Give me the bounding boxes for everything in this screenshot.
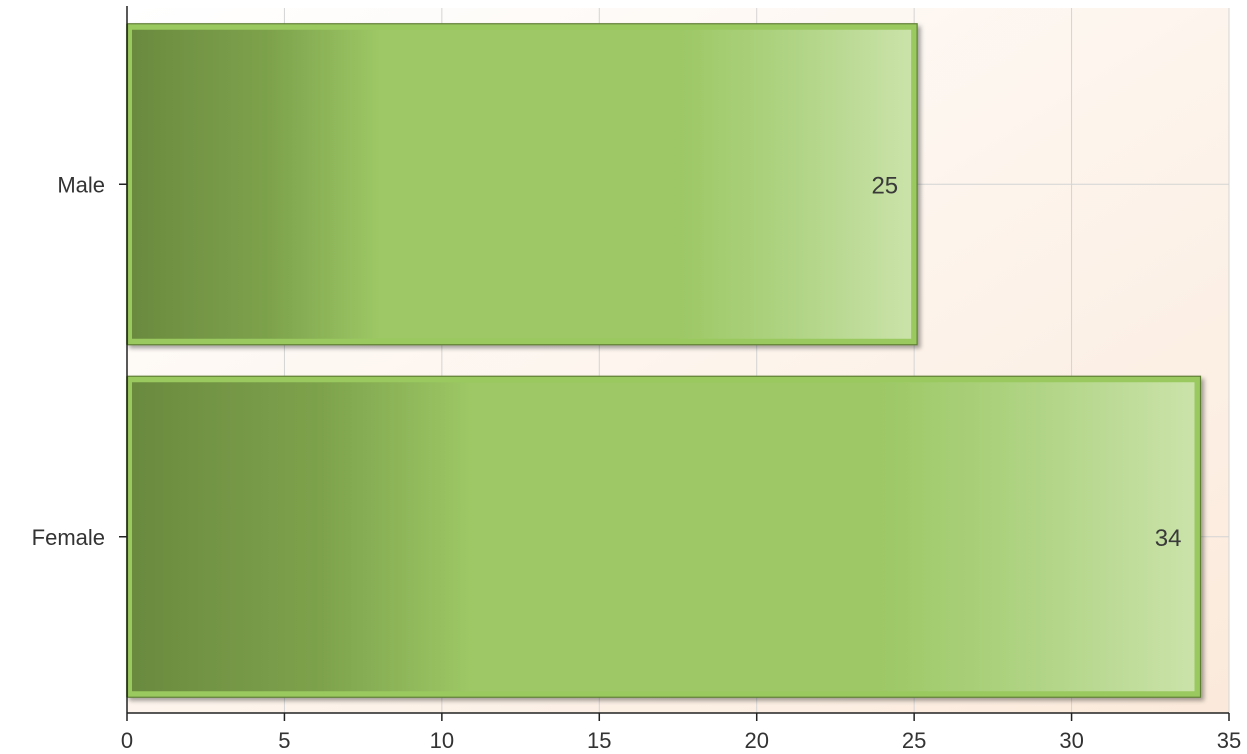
y-tick-label-male: Male bbox=[57, 172, 105, 197]
x-tick-label-35: 35 bbox=[1217, 728, 1241, 753]
x-tick-label-25: 25 bbox=[902, 728, 926, 753]
x-tick-label-30: 30 bbox=[1059, 728, 1083, 753]
bar-male bbox=[126, 23, 918, 345]
x-tick-label-15: 15 bbox=[587, 728, 611, 753]
bar-group-male bbox=[126, 23, 918, 346]
bar-female bbox=[126, 376, 1201, 698]
bar-group-female bbox=[126, 375, 1202, 698]
x-tick-label-0: 0 bbox=[121, 728, 133, 753]
data-label-male: 25 bbox=[871, 172, 898, 199]
x-tick-label-5: 5 bbox=[278, 728, 290, 753]
x-tick-label-20: 20 bbox=[744, 728, 768, 753]
y-tick-label-female: Female bbox=[32, 525, 105, 550]
data-label-female: 34 bbox=[1155, 525, 1182, 552]
x-tick-label-10: 10 bbox=[430, 728, 454, 753]
